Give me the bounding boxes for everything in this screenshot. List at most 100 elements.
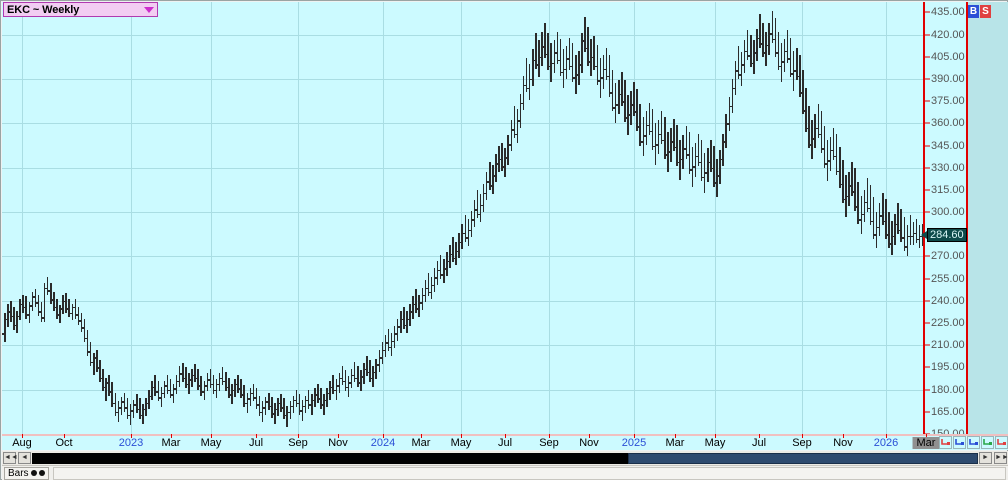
gridline-vertical: [549, 2, 550, 434]
date-axis-label: Aug: [12, 437, 32, 449]
gridline-horizontal: [2, 300, 923, 302]
date-tick: [549, 434, 550, 438]
price-axis-label: 255.00: [931, 272, 965, 285]
chart-mode-label: Bars: [8, 467, 29, 479]
cursor-tool-red-icon[interactable]: [939, 436, 952, 449]
date-tick: [298, 434, 299, 438]
scroll-next-button[interactable]: ►: [979, 452, 992, 464]
gridline-horizontal: [2, 212, 923, 214]
status-message-pane: [52, 466, 1006, 480]
date-axis-label: Sep: [539, 437, 559, 449]
price-tick: [925, 34, 930, 36]
date-axis-label: 2025: [621, 437, 647, 449]
price-axis-label: 270.00: [931, 250, 965, 263]
scroll-prev-button[interactable]: ◄: [18, 452, 31, 464]
gridline-vertical: [211, 2, 212, 434]
scroll-last-button[interactable]: ►►: [994, 452, 1008, 464]
gridline-vertical: [634, 2, 635, 434]
price-axis-label: 330.00: [931, 161, 965, 174]
measure-tool-icon[interactable]: [981, 436, 994, 449]
gridline-horizontal: [2, 34, 923, 36]
date-axis[interactable]: Aug Oct 2023 Mar May Jul Sep Nov 2024 Mar May Jul Se…: [2, 434, 1008, 450]
cursor-tool-blue-icon[interactable]: [953, 436, 966, 449]
scrollbar-track[interactable]: [32, 452, 978, 464]
sell-badge[interactable]: S: [980, 5, 991, 18]
date-tick: [338, 434, 339, 438]
price-axis[interactable]: 435.00 420.00 405.00 390.00 375.00 360.00 345.…: [921, 2, 967, 440]
date-axis-label: Sep: [288, 437, 308, 449]
gridline-vertical: [298, 2, 299, 434]
gridline-horizontal: [2, 256, 923, 258]
price-tick: [925, 78, 930, 80]
price-tick: [925, 189, 930, 191]
price-axis-label: 300.00: [931, 206, 965, 219]
date-tick: [64, 434, 65, 438]
date-axis-label: Jul: [248, 437, 264, 449]
date-tick: [22, 434, 23, 438]
gridline-vertical: [131, 2, 132, 434]
gridline-vertical: [461, 2, 462, 434]
date-tick: [256, 434, 257, 438]
date-axis-label-selected: Mar: [912, 437, 940, 449]
date-axis-label: 2023: [118, 437, 144, 449]
date-tick: [843, 434, 844, 438]
date-axis-label: Nov: [833, 437, 853, 449]
date-tick: [505, 434, 506, 438]
date-tick: [421, 434, 422, 438]
date-tick: [715, 434, 716, 438]
price-axis-label: 210.00: [931, 339, 965, 352]
bars-dot-icon: [30, 470, 37, 476]
date-tick: [886, 434, 887, 438]
date-axis-label: Mar: [411, 437, 431, 449]
right-margin-strip: [966, 2, 1008, 434]
price-axis-label: 315.00: [931, 183, 965, 196]
date-tick: [171, 434, 172, 438]
chevron-down-icon[interactable]: [144, 6, 154, 13]
date-tick: [675, 434, 676, 438]
date-axis-label: Nov: [579, 437, 599, 449]
chart-plot-area[interactable]: [2, 2, 923, 434]
bars-dot-icon: [38, 470, 45, 476]
crosshair-tool-icon[interactable]: [967, 436, 980, 449]
gridline-horizontal: [2, 345, 923, 347]
date-axis-label: Nov: [328, 437, 348, 449]
date-tick: [131, 434, 132, 438]
date-axis-label: May: [450, 437, 472, 449]
date-tick: [383, 434, 384, 438]
price-tick: [925, 344, 930, 346]
price-axis-label: 225.00: [931, 317, 965, 330]
last-price-pointer-icon: [921, 230, 927, 239]
symbol-selector[interactable]: EKC ~ Weekly: [3, 2, 158, 17]
price-axis-label: 420.00: [931, 28, 965, 41]
date-axis-label: Mar: [665, 437, 685, 449]
price-tick: [925, 278, 930, 280]
price-tick: [925, 211, 930, 213]
scroll-first-button[interactable]: ◄◄: [3, 452, 18, 464]
horizontal-scrollbar[interactable]: ◄◄ ◄ ► ►►: [2, 451, 1008, 465]
chart-tool-icons[interactable]: [939, 436, 1008, 449]
date-tick: [461, 434, 462, 438]
chart-mode-selector[interactable]: Bars: [4, 466, 49, 480]
date-tick: [589, 434, 590, 438]
price-axis-label: 180.00: [931, 383, 965, 396]
scrollbar-thumb[interactable]: [627, 452, 978, 464]
price-axis-label: 345.00: [931, 139, 965, 152]
date-axis-label: May: [704, 437, 726, 449]
price-axis-label: 165.00: [931, 405, 965, 418]
date-tick: [926, 434, 927, 438]
price-tick: [925, 366, 930, 368]
price-tick: [925, 100, 930, 102]
date-axis-label: Sep: [792, 437, 812, 449]
zoom-tool-icon[interactable]: [995, 436, 1008, 449]
status-bar: Bars: [2, 465, 1008, 480]
price-tick: [925, 145, 930, 146]
price-axis-label: 195.00: [931, 361, 965, 374]
gridline-vertical: [802, 2, 803, 434]
buy-badge[interactable]: B: [968, 5, 979, 18]
price-tick: [925, 11, 930, 13]
price-tick: [925, 389, 930, 391]
gridline-vertical: [22, 2, 23, 434]
price-tick: [925, 300, 930, 302]
gridline-vertical: [383, 2, 384, 434]
